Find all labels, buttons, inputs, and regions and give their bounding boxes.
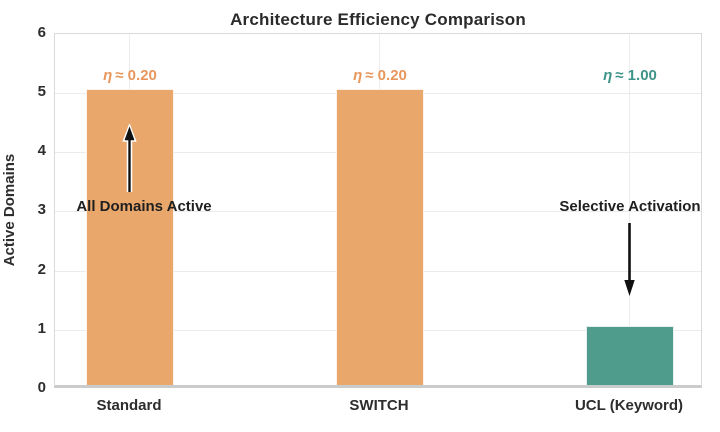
bar-ucl-keyword [586,325,674,385]
y-tick-label: 4 [37,142,46,159]
callout-all-domains-active: All Domains Active [76,198,212,215]
y-tick-label: 1 [37,320,46,337]
x-tick-label-standard: Standard [96,397,162,414]
bar-switch [336,89,424,385]
y-tick-label: 0 [37,379,46,396]
x-tick-label-switch: SWITCH [349,397,409,414]
gridline-vertical [629,34,630,385]
chart-title: Architecture Efficiency Comparison [230,10,526,29]
eta-value: ≈ 0.20 [115,67,157,84]
eta-annotation-switch: η ≈ 0.20 [300,67,460,84]
eta-value: ≈ 1.00 [615,67,657,84]
eta-symbol: η [103,67,113,84]
x-tick-label-ucl-keyword: UCL (Keyword) [574,397,684,414]
eta-symbol: η [603,67,613,84]
y-tick-label: 3 [37,201,46,218]
arrow-up-icon [122,124,137,192]
y-tick-label: 2 [37,261,46,278]
plot-area: η ≈ 0.20 η ≈ 0.20 η ≈ 1.00 All Domains Acti… [54,33,702,388]
callout-selective-activation: Selective Activation [559,198,701,215]
eta-annotation-ucl-keyword: η ≈ 1.00 [550,67,710,84]
arrow-down-icon [624,223,635,296]
eta-annotation-standard: η ≈ 0.20 [50,67,210,84]
y-tick-label: 5 [37,83,46,100]
eta-symbol: η [353,67,363,84]
y-tick-label: 6 [37,24,46,41]
eta-value: ≈ 0.20 [365,67,407,84]
